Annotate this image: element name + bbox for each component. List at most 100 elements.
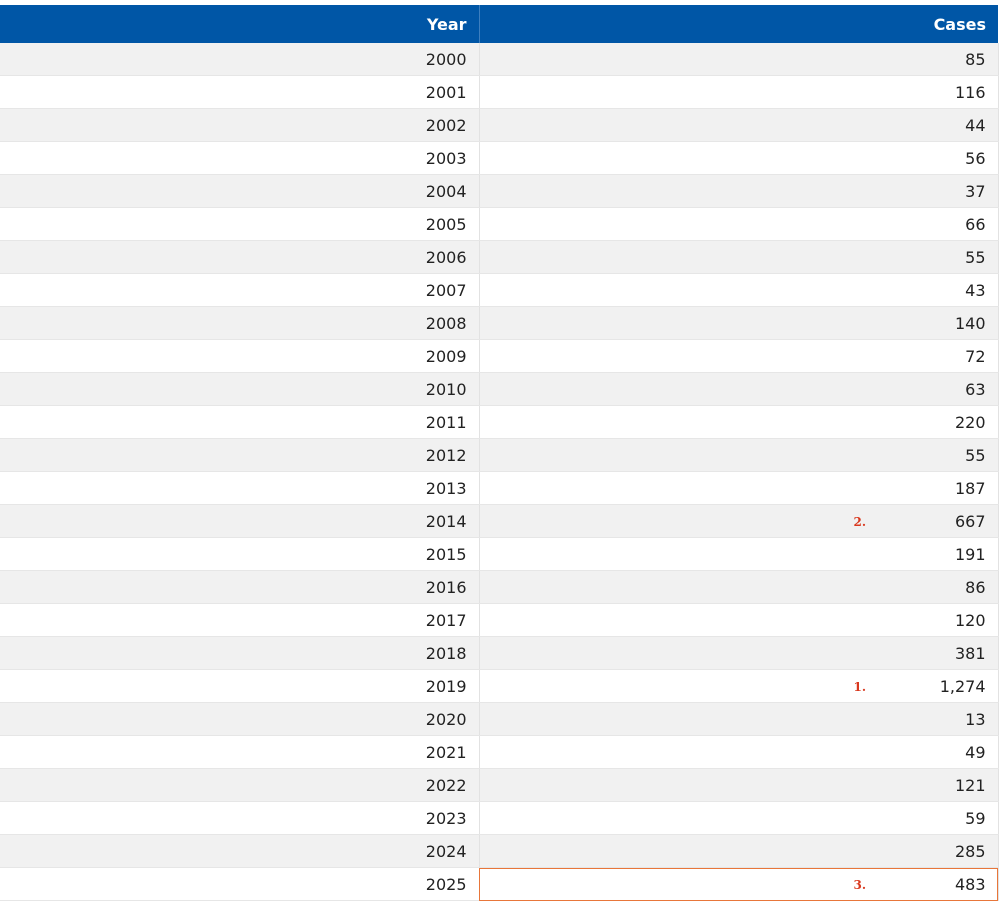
cases-cell[interactable]: 381 [479,636,999,670]
year-cell[interactable]: 2025 [0,867,480,901]
year-cell[interactable]: 2005 [0,207,480,241]
cases-cell[interactable]: 85 [479,43,999,76]
cases-cell[interactable]: 220 [479,405,999,439]
table-row[interactable]: 2006 55 [0,240,999,274]
table-row[interactable]: 2004 37 [0,174,999,208]
year-cell[interactable]: 2024 [0,834,480,868]
cases-cell[interactable]: 187 [479,471,999,505]
column-header-year[interactable]: Year [0,5,480,43]
cases-cell[interactable]: 55 [479,240,999,274]
cases-value: 63 [965,379,986,399]
cases-value: 285 [954,841,986,861]
cases-value: 116 [954,82,986,102]
cases-cell[interactable]: 44 [479,108,999,142]
cases-cell[interactable]: 59 [479,801,999,835]
cases-value: 85 [965,49,986,69]
cases-cell[interactable]: 1,274 1. [479,669,999,703]
cases-value: 55 [965,445,986,465]
table-row[interactable]: 2015 191 [0,537,999,571]
cases-cell[interactable]: 55 [479,438,999,472]
year-cell[interactable]: 2002 [0,108,480,142]
year-cell[interactable]: 2003 [0,141,480,175]
table-row[interactable]: 2007 43 [0,273,999,307]
cases-value: 220 [954,412,986,432]
table-row[interactable]: 2001 116 [0,75,999,109]
cases-cell[interactable]: 140 [479,306,999,340]
year-cell[interactable]: 2014 [0,504,480,538]
cases-cell[interactable]: 49 [479,735,999,769]
year-cell[interactable]: 2015 [0,537,480,571]
table-row[interactable]: 2025 483 3. [0,867,999,901]
cases-value: 187 [954,478,986,498]
cases-value: 120 [954,610,986,630]
table-row[interactable]: 2024 285 [0,834,999,868]
cases-cell[interactable]: 72 [479,339,999,373]
cases-cell[interactable]: 56 [479,141,999,175]
table-row[interactable]: 2020 13 [0,702,999,736]
table-row[interactable]: 2010 63 [0,372,999,406]
year-cell[interactable]: 2006 [0,240,480,274]
data-table-container: Year Cases 2000 85 2001 116 2002 44 2003 56 2004… [0,5,999,901]
year-cell[interactable]: 2009 [0,339,480,373]
year-cell[interactable]: 2013 [0,471,480,505]
table-row[interactable]: 2014 667 2. [0,504,999,538]
year-cell[interactable]: 2007 [0,273,480,307]
year-cell[interactable]: 2016 [0,570,480,604]
cases-cell[interactable]: 191 [479,537,999,571]
cases-cell[interactable]: 66 [479,207,999,241]
year-cell[interactable]: 2022 [0,768,480,802]
cases-value: 1,274 [939,676,986,696]
year-cell[interactable]: 2000 [0,43,480,76]
cases-cell[interactable]: 86 [479,570,999,604]
year-cell[interactable]: 2019 [0,669,480,703]
table-row[interactable]: 2016 86 [0,570,999,604]
cases-cell[interactable]: 483 3. [479,867,999,901]
table-row[interactable]: 2000 85 [0,43,999,76]
table-row[interactable]: 2022 121 [0,768,999,802]
year-cell[interactable]: 2020 [0,702,480,736]
cases-value: 667 [954,511,986,531]
year-cell[interactable]: 2017 [0,603,480,637]
table-row[interactable]: 2005 66 [0,207,999,241]
cases-cell[interactable]: 121 [479,768,999,802]
year-cell[interactable]: 2018 [0,636,480,670]
cases-cell[interactable]: 116 [479,75,999,109]
annotation-marker: 1. [853,680,867,694]
cases-cell[interactable]: 63 [479,372,999,406]
cases-cell[interactable]: 43 [479,273,999,307]
year-cell[interactable]: 2021 [0,735,480,769]
cases-cell[interactable]: 285 [479,834,999,868]
cases-cell[interactable]: 13 [479,702,999,736]
table-row[interactable]: 2019 1,274 1. [0,669,999,703]
header-row: Year Cases [0,5,998,43]
table-row[interactable]: 2002 44 [0,108,999,142]
year-cell[interactable]: 2011 [0,405,480,439]
table-row[interactable]: 2011 220 [0,405,999,439]
table-row[interactable]: 2008 140 [0,306,999,340]
column-header-cases[interactable]: Cases [479,5,998,43]
year-cell[interactable]: 2001 [0,75,480,109]
cases-value: 66 [965,214,986,234]
table-row[interactable]: 2009 72 [0,339,999,373]
table-row[interactable]: 2013 187 [0,471,999,505]
table-row[interactable]: 2012 55 [0,438,999,472]
year-cell[interactable]: 2023 [0,801,480,835]
table-row[interactable]: 2018 381 [0,636,999,670]
year-cell[interactable]: 2008 [0,306,480,340]
cases-table: Year Cases 2000 85 2001 116 2002 44 2003 56 2004… [0,5,999,901]
cases-cell[interactable]: 120 [479,603,999,637]
cases-value: 37 [965,181,986,201]
cases-value: 13 [965,709,986,729]
table-row[interactable]: 2023 59 [0,801,999,835]
table-header: Year Cases [0,5,998,43]
table-row[interactable]: 2003 56 [0,141,999,175]
cases-cell[interactable]: 37 [479,174,999,208]
year-cell[interactable]: 2004 [0,174,480,208]
table-row[interactable]: 2017 120 [0,603,999,637]
year-cell[interactable]: 2010 [0,372,480,406]
year-cell[interactable]: 2012 [0,438,480,472]
cases-value: 86 [965,577,986,597]
cases-value: 44 [965,115,986,135]
table-row[interactable]: 2021 49 [0,735,999,769]
cases-cell[interactable]: 667 2. [479,504,999,538]
